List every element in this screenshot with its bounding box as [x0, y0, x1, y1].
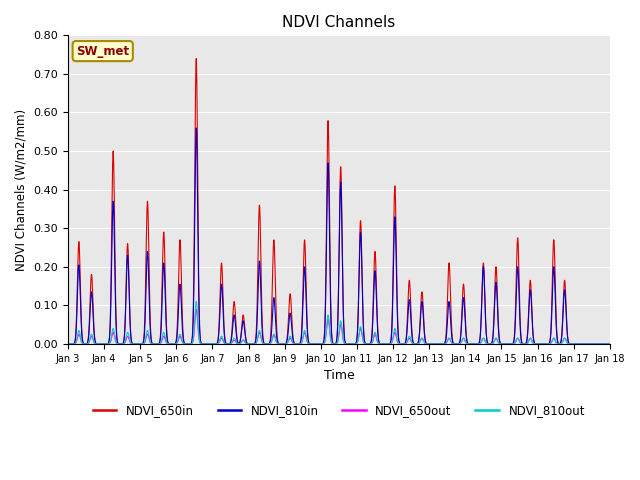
Line: NDVI_650out: NDVI_650out	[68, 309, 610, 344]
NDVI_810out	[606, 341, 614, 347]
NDVI_650in	[126, 309, 134, 315]
NDVI_650out	[64, 341, 72, 347]
Line: NDVI_810in: NDVI_810in	[68, 128, 610, 344]
NDVI_810out	[595, 341, 603, 347]
NDVI_810in	[606, 341, 614, 347]
Y-axis label: NDVI Channels (W/m2/mm): NDVI Channels (W/m2/mm)	[15, 108, 28, 271]
X-axis label: Time: Time	[323, 369, 355, 382]
NDVI_650in	[296, 341, 303, 347]
NDVI_810in	[537, 341, 545, 347]
Line: NDVI_810out: NDVI_810out	[68, 301, 610, 344]
Line: NDVI_650in: NDVI_650in	[68, 59, 610, 344]
NDVI_810out	[64, 341, 72, 347]
NDVI_650out	[595, 341, 603, 347]
NDVI_650in	[537, 341, 545, 347]
NDVI_810in	[272, 324, 280, 330]
NDVI_810in	[64, 341, 72, 347]
NDVI_810in	[126, 313, 134, 319]
NDVI_810in	[595, 341, 603, 347]
NDVI_650out	[606, 341, 614, 347]
NDVI_810out	[158, 336, 166, 341]
NDVI_650in	[595, 341, 603, 347]
NDVI_810out	[537, 341, 545, 347]
NDVI_650out	[537, 341, 545, 347]
NDVI_650in	[64, 341, 72, 347]
Text: SW_met: SW_met	[76, 45, 129, 58]
Title: NDVI Channels: NDVI Channels	[282, 15, 396, 30]
NDVI_810out	[296, 341, 303, 347]
NDVI_650in	[193, 56, 200, 61]
NDVI_810out	[193, 299, 200, 304]
NDVI_650out	[158, 337, 166, 343]
NDVI_650out	[126, 338, 134, 344]
NDVI_650in	[158, 288, 166, 294]
NDVI_810out	[126, 337, 134, 343]
Legend: NDVI_650in, NDVI_810in, NDVI_650out, NDVI_810out: NDVI_650in, NDVI_810in, NDVI_650out, NDV…	[88, 399, 589, 421]
NDVI_810out	[272, 337, 280, 343]
NDVI_650in	[272, 303, 280, 309]
NDVI_810in	[158, 303, 166, 309]
NDVI_650out	[193, 306, 200, 312]
NDVI_650out	[272, 337, 280, 343]
NDVI_650out	[296, 341, 303, 347]
NDVI_810in	[296, 341, 303, 347]
NDVI_810in	[193, 125, 200, 131]
NDVI_650in	[606, 341, 614, 347]
